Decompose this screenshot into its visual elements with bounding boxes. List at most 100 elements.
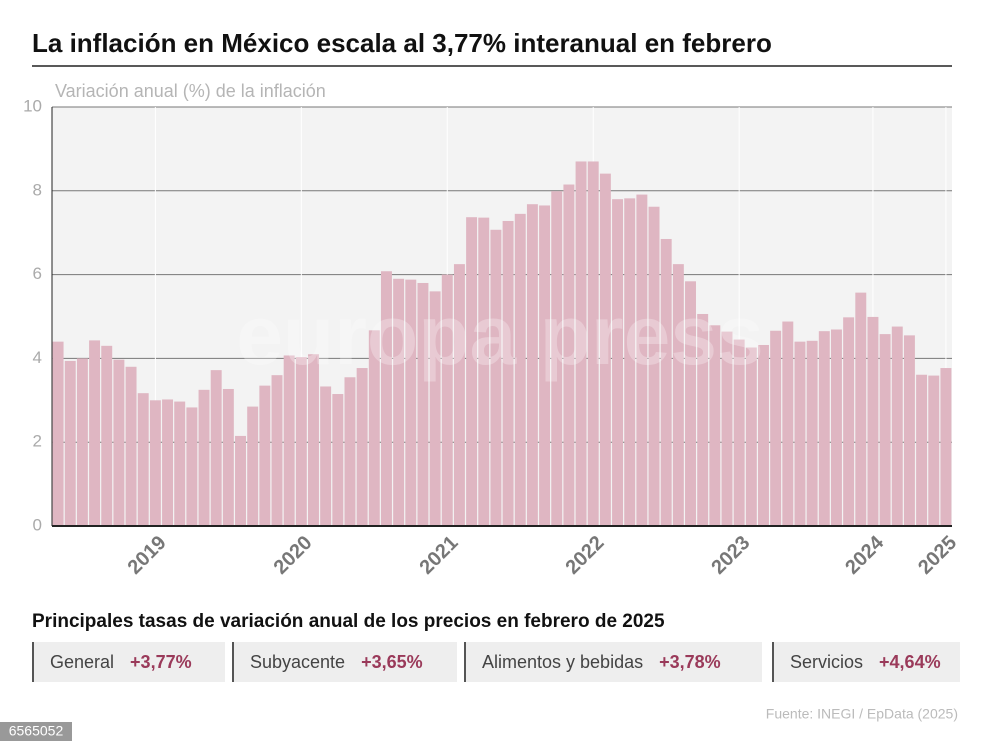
bar — [89, 340, 101, 526]
bar — [624, 198, 636, 527]
bar — [210, 370, 222, 526]
bar — [806, 340, 818, 526]
stat-value: +3,78% — [659, 652, 721, 672]
bar — [879, 334, 891, 526]
bar — [380, 271, 392, 526]
y-tick-label: 0 — [33, 515, 42, 534]
bar — [526, 204, 538, 526]
bar — [514, 213, 526, 526]
bar — [137, 393, 149, 526]
y-tick-label: 10 — [23, 96, 42, 115]
bar — [685, 281, 696, 526]
stat-label: Servicios — [790, 652, 863, 672]
bar — [235, 435, 246, 526]
bar — [453, 264, 465, 526]
bar — [101, 345, 113, 526]
stat-label: General — [50, 652, 114, 672]
bar — [830, 329, 842, 526]
bar — [344, 377, 356, 526]
bar — [539, 205, 551, 526]
bar — [405, 279, 417, 526]
bar — [575, 161, 587, 526]
bar — [259, 385, 271, 526]
stat-box — [32, 642, 225, 682]
stat-label: Subyacente — [250, 652, 345, 672]
bar — [466, 217, 478, 526]
bar — [186, 407, 198, 526]
bar — [855, 292, 867, 526]
watermark: europa press — [236, 288, 764, 382]
bar — [709, 325, 721, 526]
bar — [417, 282, 429, 526]
bar — [672, 264, 684, 526]
bar — [222, 388, 234, 526]
bar — [271, 375, 283, 526]
stat-box — [232, 642, 457, 682]
bar — [551, 191, 563, 526]
bar — [928, 375, 940, 526]
bar — [587, 161, 599, 526]
bar — [247, 406, 259, 526]
y-tick-label: 4 — [33, 348, 42, 367]
bar — [490, 229, 502, 526]
bar — [441, 274, 453, 526]
bar — [283, 355, 295, 526]
bar — [162, 399, 174, 526]
y-tick-label: 8 — [33, 180, 42, 199]
bar — [867, 316, 879, 526]
bar — [745, 347, 757, 526]
bar — [612, 199, 624, 526]
bar — [563, 184, 575, 526]
stat-value: +4,64% — [879, 652, 941, 672]
bar — [149, 400, 161, 526]
bar — [891, 326, 903, 526]
stats-title: Principales tasas de variación anual de … — [32, 611, 665, 632]
bar — [697, 313, 709, 526]
bar — [733, 339, 745, 526]
bar — [818, 331, 830, 526]
bar — [295, 357, 307, 526]
bar — [368, 330, 380, 526]
y-tick-label: 6 — [33, 264, 42, 283]
bar — [782, 321, 794, 526]
stat-value: +3,77% — [130, 652, 192, 672]
bar — [308, 354, 319, 526]
bar — [648, 206, 660, 527]
bar — [660, 238, 672, 527]
stat-box — [464, 642, 762, 682]
stat-box — [772, 642, 960, 682]
bar — [916, 374, 928, 526]
bar — [794, 341, 806, 526]
bar — [356, 368, 368, 526]
bar — [320, 386, 332, 526]
bar — [903, 335, 915, 526]
bar — [721, 331, 733, 526]
bar — [52, 341, 64, 526]
bar — [478, 217, 490, 526]
stat-value: +3,65% — [361, 652, 423, 672]
id-box — [0, 722, 72, 741]
bar — [198, 389, 210, 526]
bar — [125, 366, 137, 526]
chart-title: La inflación en México escala al 3,77% i… — [32, 28, 772, 58]
bar — [843, 317, 855, 526]
bar — [332, 394, 344, 526]
bar — [502, 220, 514, 526]
bar — [393, 278, 405, 526]
source: Fuente: INEGI / EpData (2025) — [766, 706, 958, 722]
bar — [758, 344, 769, 526]
bar — [174, 401, 186, 526]
bar — [599, 173, 611, 526]
bar — [940, 368, 952, 526]
bar — [770, 330, 782, 526]
bar — [113, 359, 125, 526]
image-id: 6565052 — [9, 723, 64, 739]
bar — [429, 291, 441, 526]
bar — [76, 358, 88, 526]
bar — [636, 194, 648, 527]
subtitle: Variación anual (%) de la inflación — [55, 81, 326, 101]
stat-label: Alimentos y bebidas — [482, 652, 643, 672]
bar — [64, 360, 76, 526]
y-tick-label: 2 — [33, 432, 42, 451]
